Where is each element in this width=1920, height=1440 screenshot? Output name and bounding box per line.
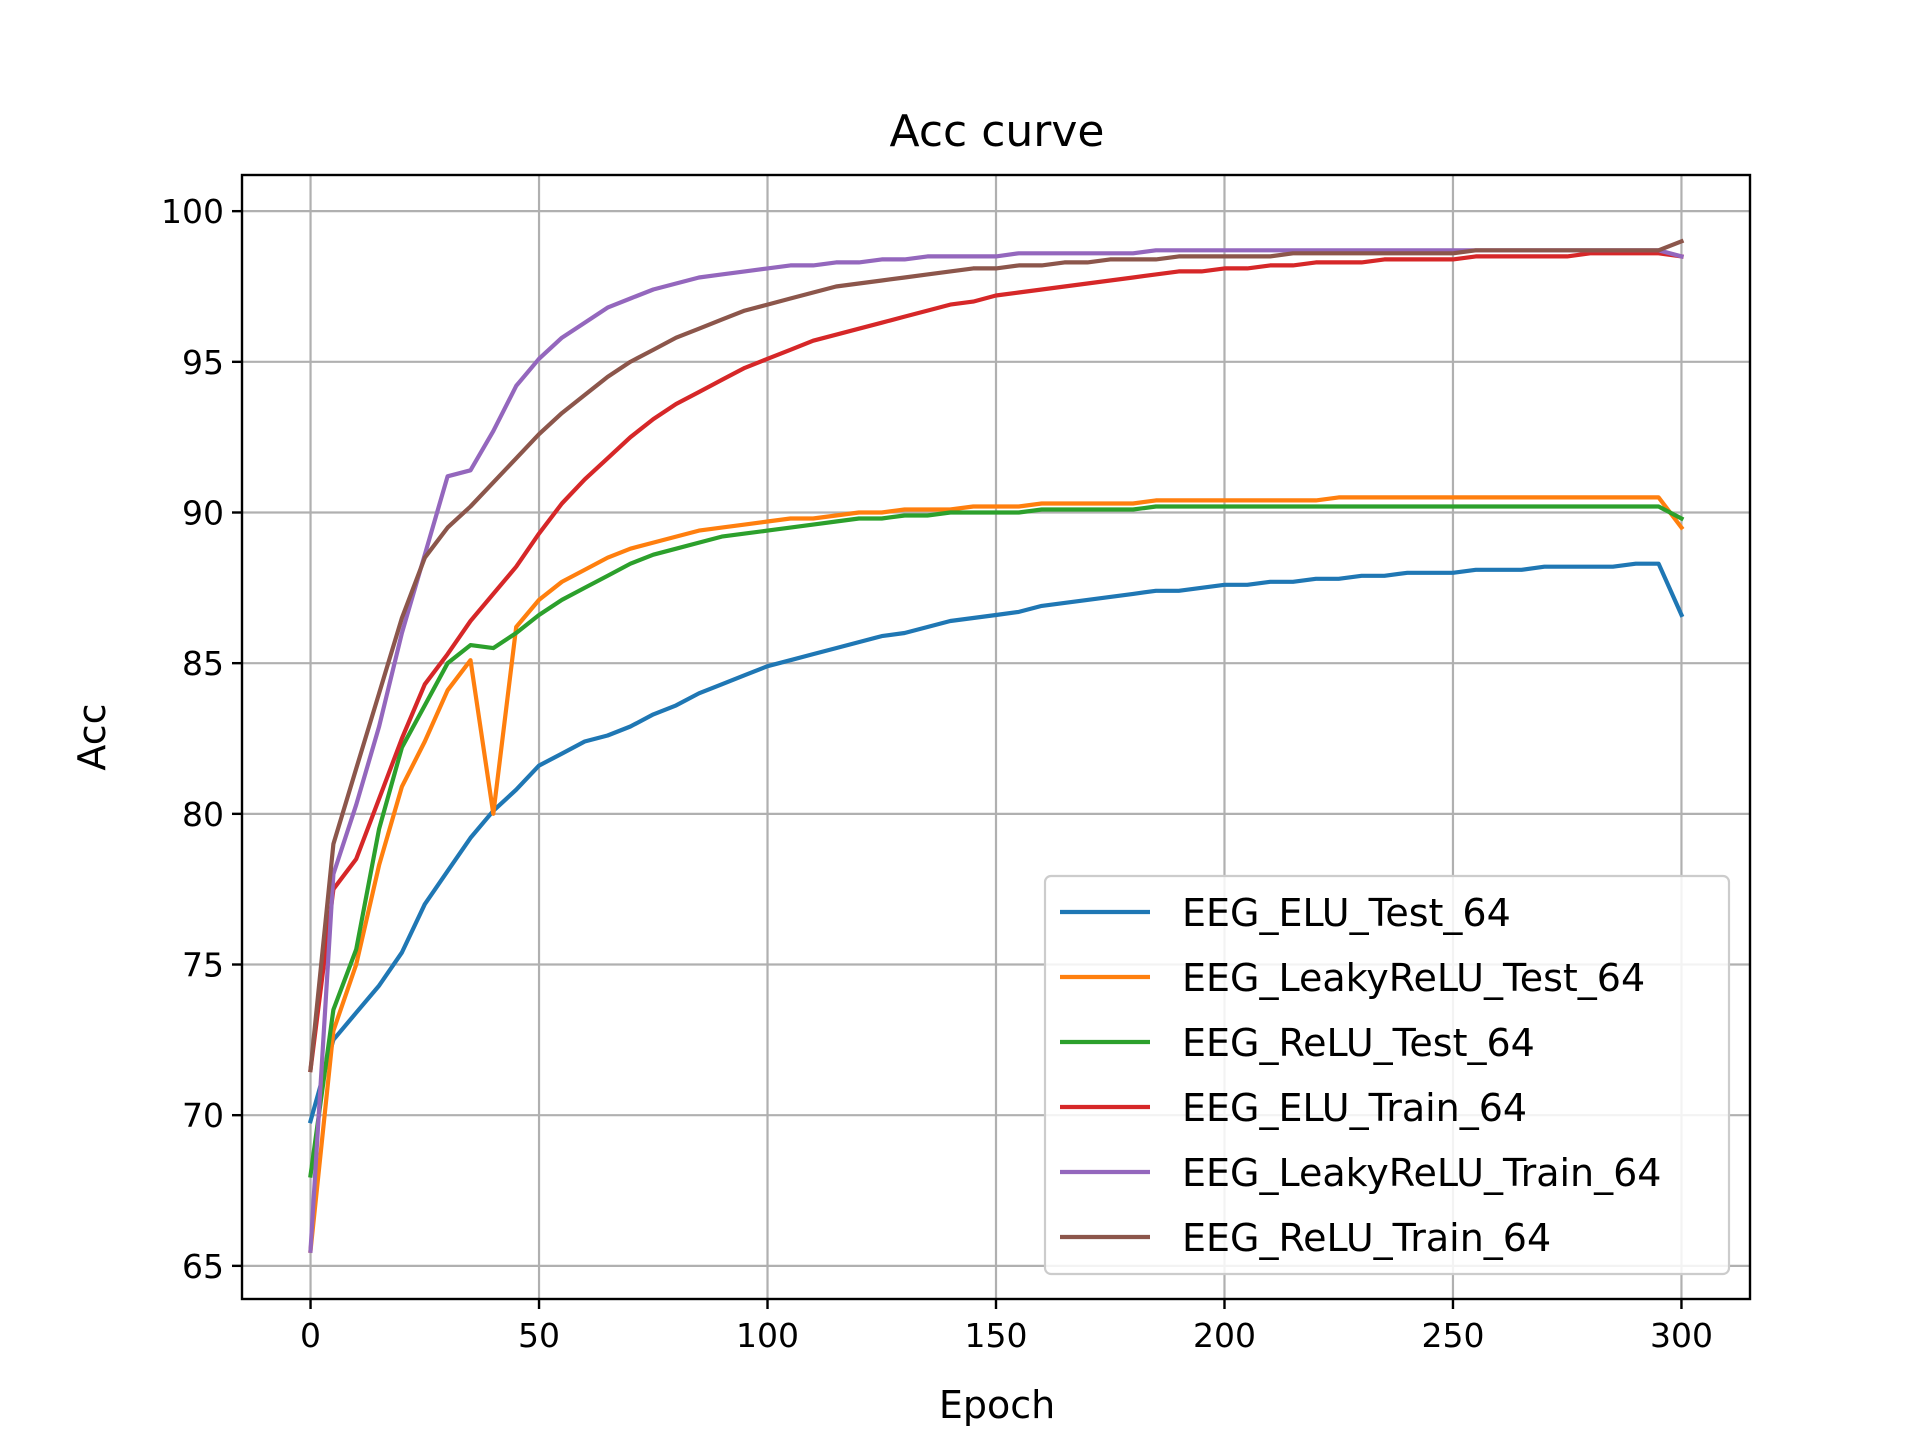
x-tick-label: 250 <box>1421 1316 1484 1355</box>
series-line-eeg-relu-test-64 <box>308 504 1685 1178</box>
y-axis-ticks: 65 70 75 80 85 90 95 100 <box>161 192 242 1286</box>
y-tick-label: 65 <box>182 1247 224 1286</box>
chart-title: Acc curve <box>890 106 1105 157</box>
y-tick-label: 85 <box>182 644 224 683</box>
y-tick-label: 70 <box>182 1096 224 1135</box>
x-tick-label: 200 <box>1193 1316 1256 1355</box>
series-line-eeg-leakyrelu-train-64 <box>308 248 1685 1254</box>
y-tick-label: 95 <box>182 343 224 382</box>
y-tick-label: 90 <box>182 494 224 533</box>
y-tick-label: 80 <box>182 795 224 834</box>
legend-label: EEG_ReLU_Train_64 <box>1182 1216 1551 1260</box>
legend-label: EEG_ELU_Train_64 <box>1182 1086 1527 1130</box>
legend-label: EEG_LeakyReLU_Test_64 <box>1182 956 1645 1000</box>
legend-label: EEG_LeakyReLU_Train_64 <box>1182 1151 1661 1195</box>
legend-box <box>1043 874 1731 1276</box>
series-line-eeg-elu-test-64 <box>307 561 1685 1124</box>
x-axis-label: Epoch <box>939 1383 1055 1427</box>
series-line-eeg-leakyrelu-test-64 <box>308 495 1685 1254</box>
series-line-eeg-elu-train-64 <box>308 251 1684 1073</box>
x-axis-ticks: 0 50 100 150 200 250 300 <box>300 1299 1713 1355</box>
x-tick-label: 50 <box>518 1316 560 1355</box>
y-tick-label: 75 <box>182 946 224 985</box>
y-axis-label: Acc <box>70 703 114 770</box>
x-tick-label: 100 <box>736 1316 799 1355</box>
y-tick-label: 100 <box>161 192 224 231</box>
legend-label: EEG_ELU_Test_64 <box>1182 891 1511 935</box>
series-lines <box>307 238 1685 1254</box>
legend: EEG_ELU_Test_64 EEG_LeakyReLU_Test_64 EEG_… <box>1043 874 1731 1276</box>
series-line-eeg-relu-train-64 <box>308 238 1685 1073</box>
x-tick-label: 150 <box>965 1316 1028 1355</box>
legend-label: EEG_ReLU_Test_64 <box>1182 1021 1535 1065</box>
x-tick-label: 0 <box>300 1316 321 1355</box>
x-tick-label: 300 <box>1650 1316 1713 1355</box>
